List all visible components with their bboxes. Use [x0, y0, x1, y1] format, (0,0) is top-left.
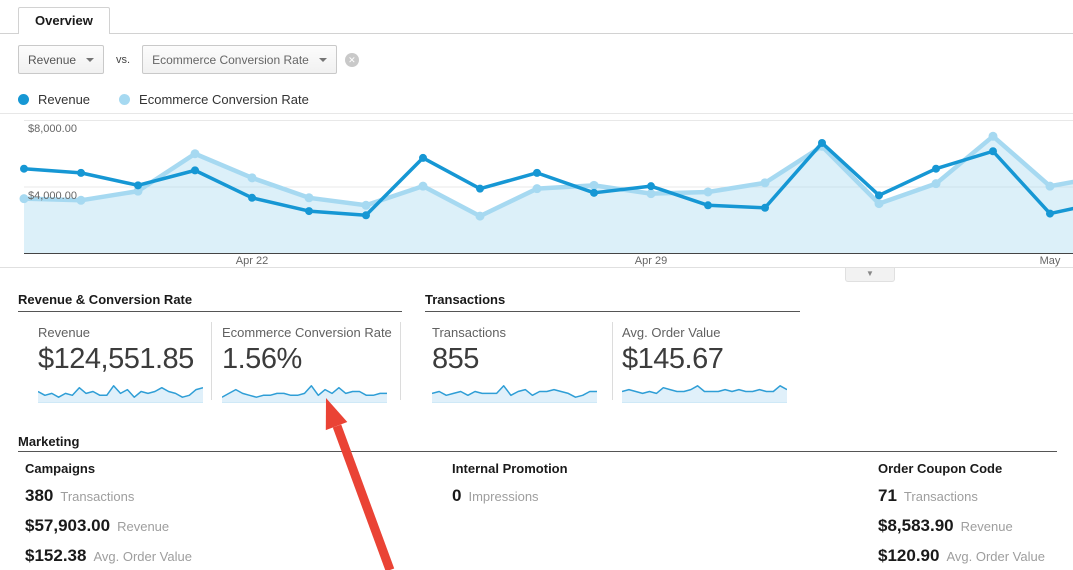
- card-label: Ecommerce Conversion Rate: [222, 325, 392, 340]
- stat-row: 0 Impressions: [452, 485, 568, 507]
- vs-label: vs.: [116, 53, 131, 66]
- marketing-column-internal-promotion: Internal Promotion 0 Impressions: [452, 461, 568, 515]
- legend-item-conversion-rate: Ecommerce Conversion Rate: [119, 92, 309, 107]
- metric-controls: Revenue vs. Ecommerce Conversion Rate ✕: [18, 45, 359, 74]
- stat-label: Revenue: [117, 519, 170, 534]
- conversion-dot-icon: [119, 94, 131, 105]
- marketing-column-campaigns: Campaigns 380 Transactions $57,903.00 Re…: [25, 461, 192, 570]
- metric-card-revenue[interactable]: Revenue $124,551.85: [38, 325, 214, 403]
- stat-label: Avg. Order Value: [946, 549, 1045, 564]
- column-title: Campaigns: [25, 461, 96, 476]
- y-axis-tick: $8,000.00: [28, 123, 77, 135]
- conversion-rate-sparkline: [222, 385, 387, 403]
- stat-value: $8,583.90: [878, 516, 954, 535]
- card-value: 1.56%: [222, 343, 302, 375]
- chart-legend: Revenue Ecommerce Conversion Rate: [18, 92, 338, 107]
- section-header-revenue-conversion: Revenue & Conversion Rate: [18, 292, 402, 312]
- stat-value: $57,903.00: [25, 516, 111, 535]
- card-divider: [612, 322, 613, 400]
- chart-bottom-divider: [0, 267, 1073, 268]
- stat-label: Impressions: [468, 489, 539, 504]
- stat-label: Revenue: [960, 519, 1013, 534]
- legend-label: Ecommerce Conversion Rate: [139, 92, 309, 107]
- revenue-dot-icon: [18, 94, 29, 105]
- tab-bar-divider: [0, 33, 1073, 34]
- metric-card-avg-order-value[interactable]: Avg. Order Value $145.67: [622, 325, 798, 403]
- stat-value: $120.90: [878, 546, 940, 565]
- legend-label: Revenue: [38, 92, 91, 107]
- y-axis-tick: $4,000.00: [28, 190, 77, 202]
- stat-label: Transactions: [903, 489, 978, 504]
- card-value: $145.67: [622, 343, 724, 375]
- section-header-marketing: Marketing: [18, 434, 1057, 452]
- stat-value: $152.38: [25, 546, 87, 565]
- x-axis-tick: May: [1039, 255, 1061, 267]
- stat-row: 380 Transactions: [25, 485, 192, 507]
- secondary-metric-label: Ecommerce Conversion Rate: [152, 52, 309, 67]
- stat-row: $8,583.90 Revenue: [878, 515, 1045, 537]
- card-value: 855: [432, 343, 479, 375]
- stat-label: Avg. Order Value: [93, 549, 192, 564]
- stat-row: $152.38 Avg. Order Value: [25, 545, 192, 567]
- marketing-column-order-coupon-code: Order Coupon Code 71 Transactions $8,583…: [878, 461, 1045, 570]
- primary-metric-select[interactable]: Revenue: [18, 45, 105, 74]
- card-label: Revenue: [38, 325, 91, 340]
- column-title: Order Coupon Code: [878, 461, 1003, 476]
- card-label: Transactions: [432, 325, 506, 340]
- stat-row: $57,903.00 Revenue: [25, 515, 192, 537]
- section-divider: [400, 322, 401, 400]
- transactions-sparkline: [432, 385, 597, 403]
- column-title: Internal Promotion: [452, 461, 568, 476]
- secondary-metric-select[interactable]: Ecommerce Conversion Rate: [142, 45, 337, 74]
- card-value: $124,551.85: [38, 343, 194, 375]
- timeseries-chart[interactable]: $8,000.00 $4,000.00: [0, 113, 1073, 254]
- chart-collapse-button[interactable]: ▼: [845, 268, 895, 282]
- red-arrow-annotation: [325, 398, 395, 570]
- section-header-transactions: Transactions: [425, 292, 800, 312]
- card-divider: [211, 322, 212, 400]
- x-axis-tick: Apr 22: [235, 255, 269, 267]
- remove-metric-icon[interactable]: ✕: [344, 52, 359, 67]
- stat-label: Transactions: [60, 489, 135, 504]
- x-axis-tick: Apr 29: [634, 255, 668, 267]
- primary-metric-label: Revenue: [28, 52, 77, 67]
- avg-order-value-sparkline: [622, 385, 787, 403]
- stat-value: 380: [25, 486, 54, 505]
- chart-canvas[interactable]: [0, 114, 1073, 254]
- card-label: Avg. Order Value: [622, 325, 721, 340]
- stat-value: 0: [452, 486, 462, 505]
- chevron-down-icon: [318, 57, 327, 62]
- metric-card-conversion-rate[interactable]: Ecommerce Conversion Rate 1.56%: [222, 325, 398, 403]
- revenue-sparkline: [38, 385, 203, 403]
- stat-value: 71: [878, 486, 897, 505]
- tab-overview[interactable]: Overview: [18, 7, 110, 34]
- metric-card-transactions[interactable]: Transactions 855: [432, 325, 608, 403]
- stat-row: 71 Transactions: [878, 485, 1045, 507]
- chevron-down-icon: [86, 57, 95, 62]
- legend-item-revenue: Revenue: [18, 92, 90, 107]
- stat-row: $120.90 Avg. Order Value: [878, 545, 1045, 567]
